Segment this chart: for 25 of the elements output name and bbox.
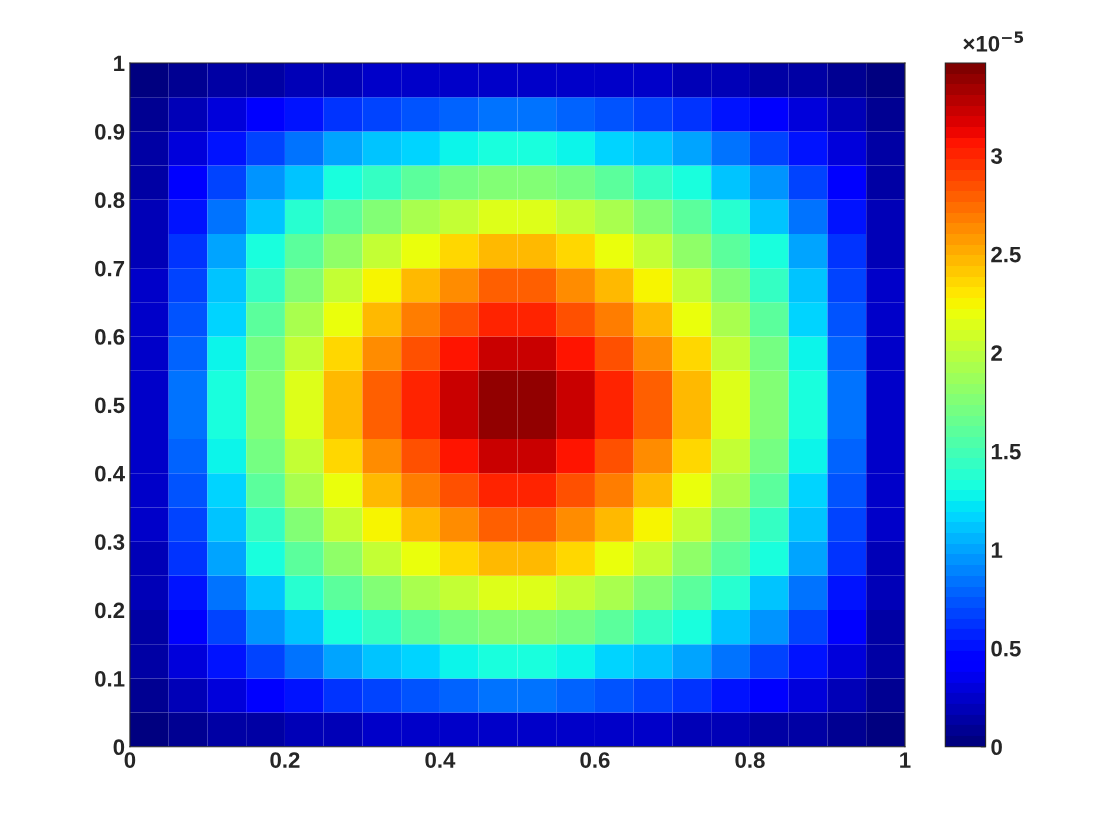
color-bar-label: 1.5 [991, 443, 1021, 460]
y-tick-label: 1 [114, 55, 125, 72]
y-tick-label: 0 [113, 739, 125, 756]
x-tick-label: 0 [124, 752, 136, 768]
color-bar-label: 0.5 [991, 640, 1021, 657]
x-tick-label: 0.4 [425, 752, 456, 768]
y-tick-label: 0.7 [95, 260, 125, 277]
y-tick-label: 0.6 [95, 329, 125, 345]
y-tick-label: 0.2 [95, 602, 125, 619]
color-bar-label: 2.5 [991, 246, 1021, 263]
color-bar-label: 2 [991, 345, 1002, 361]
x-tick-label: 0.2 [270, 752, 300, 768]
x-tick-label: 1 [900, 752, 911, 768]
y-tick-label: 0.3 [95, 534, 125, 550]
y-tick-label: 0.4 [95, 465, 125, 482]
color-bar-label: 3 [990, 148, 1003, 164]
x-tick-label: 0.8 [735, 752, 765, 768]
y-tick-label: 0.9 [95, 123, 125, 140]
y-tick-label: 0.5 [95, 397, 125, 414]
x-tick-label: 0.6 [580, 752, 610, 768]
color-bar-label: 1 [991, 542, 1003, 558]
color-bar-label: 0 [991, 739, 1002, 756]
y-tick-label: 0.1 [95, 670, 125, 687]
y-tick-label: 0.8 [95, 192, 125, 209]
text: ×10$^{−5}$ [963, 31, 1024, 52]
